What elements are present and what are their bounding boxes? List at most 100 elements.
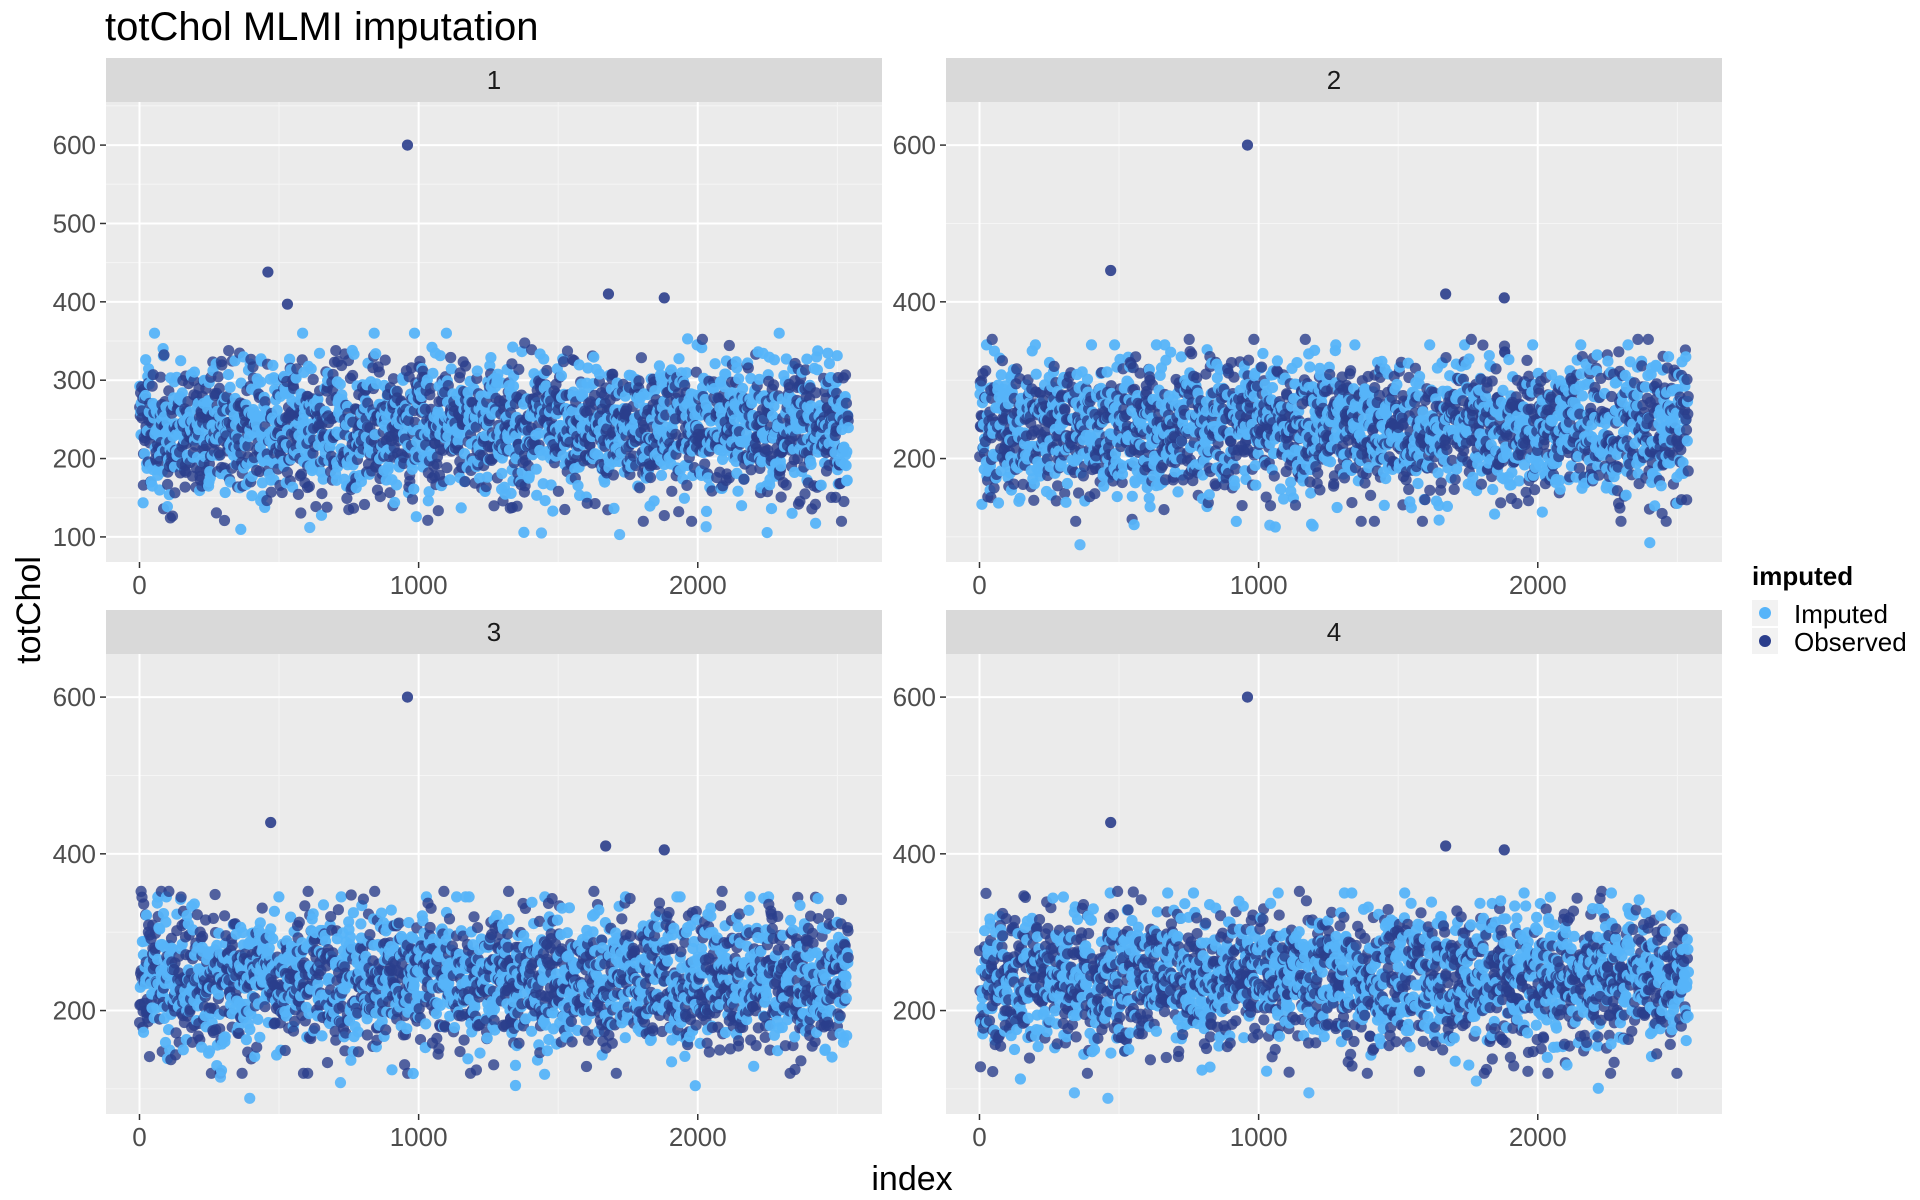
point-observed [295,468,308,480]
point-observed [1448,483,1460,495]
point-observed [179,481,191,493]
point-imputed [1257,347,1269,360]
point-imputed [383,460,395,472]
point-observed [1440,352,1452,364]
point-imputed [1405,502,1417,514]
point-observed [432,505,444,517]
point-observed [681,479,693,491]
point-observed [1089,488,1101,500]
point-imputed [1081,373,1094,385]
point-imputed [1412,477,1424,490]
point-imputed [840,460,852,472]
point-observed [384,487,396,499]
point-observed [1441,444,1453,456]
point-observed [1613,346,1625,358]
x-tick-label: 0 [132,570,146,600]
point-imputed [1307,520,1319,532]
point-imputed [219,486,231,499]
point-imputed [1591,349,1603,361]
point-observed [1236,500,1248,512]
point-imputed [709,358,721,370]
point-observed [303,480,315,493]
point-imputed [655,469,668,481]
point-imputed [222,369,234,381]
point-imputed [284,353,296,365]
point-observed [1158,504,1170,516]
point-observed [1346,497,1358,509]
point-observed [644,472,657,484]
point-imputed [471,365,483,377]
point-imputed [176,387,188,399]
y-tick-label: 600 [53,130,96,160]
point-imputed [408,327,421,339]
point-imputed [1304,361,1316,373]
point-observed [1228,371,1240,383]
point-imputed [731,362,743,374]
point-imputed [1291,357,1303,369]
point-imputed [317,473,329,485]
point-observed [838,495,850,508]
point-observed [347,369,359,382]
point-imputed [1165,346,1177,358]
point-imputed [1487,483,1499,496]
point-imputed [204,472,216,484]
point-observed [158,349,170,361]
point-observed [162,478,174,491]
point-imputed [682,333,694,345]
point-imputed [1483,350,1495,362]
point-imputed [290,372,302,384]
point-observed [169,487,181,499]
point-observed [637,515,649,527]
point-observed [1048,360,1060,372]
point-observed [686,515,698,527]
point-imputed [737,382,749,395]
point-observed [1264,500,1277,512]
x-tick-label: 2000 [669,570,727,600]
point-imputed [1441,500,1453,512]
point-observed [666,485,678,497]
point-imputed [992,497,1005,509]
point-imputed [1602,355,1614,367]
point-imputed [593,368,606,380]
point-imputed [1230,515,1242,528]
point-observed [261,494,273,507]
point-imputed [572,480,584,492]
point-observed [799,488,811,500]
point-observed [835,515,848,527]
point-imputed [1414,370,1426,383]
point-observed [634,482,646,494]
point-observed [1268,470,1280,482]
point-imputed [161,501,173,513]
point-observed [441,462,453,474]
facet-strip [106,58,882,102]
point-imputed [1061,477,1073,490]
point-imputed [305,363,317,375]
point-observed [607,469,620,481]
point-observed [1183,333,1195,345]
point-imputed [810,517,822,529]
point-imputed [841,474,853,486]
point-imputed [334,378,346,390]
point-imputed [614,528,626,541]
point-imputed [1513,475,1525,487]
point-imputed [736,500,748,512]
point-imputed [481,471,493,483]
point-imputed [410,511,422,523]
point-imputed [175,355,187,367]
point-imputed [427,367,439,379]
point-imputed [1506,466,1518,478]
point-observed [307,373,319,386]
point-observed [699,458,711,470]
point-imputed [1250,479,1262,491]
point-observed [1028,494,1040,506]
point-imputed [255,376,267,388]
point-observed [1289,499,1302,511]
point-imputed [246,490,258,502]
point-observed [1477,339,1489,351]
point-observed [480,481,492,493]
point-imputed [1622,339,1634,351]
point-imputed [1172,486,1184,498]
point-imputed [1349,339,1361,351]
